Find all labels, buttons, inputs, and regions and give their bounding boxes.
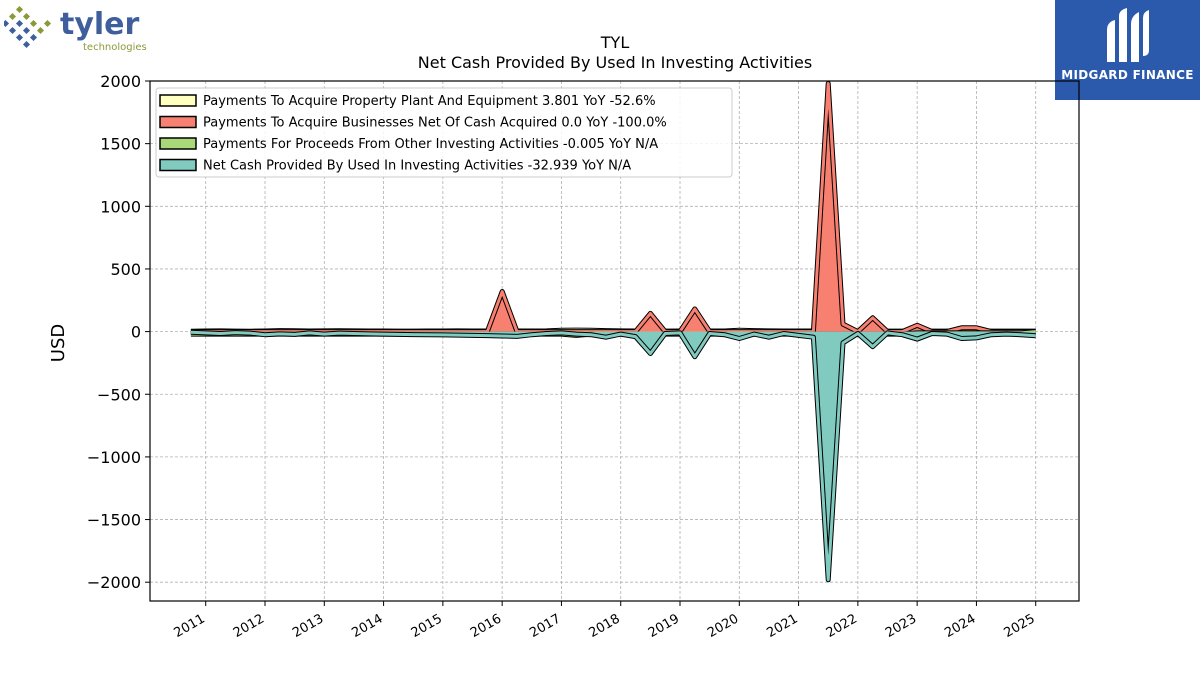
x-tick-label: 2019	[646, 611, 682, 641]
x-tick-label: 2018	[587, 611, 623, 641]
x-tick-label: 2016	[468, 611, 504, 641]
x-tick-label: 2011	[172, 611, 208, 641]
legend: Payments To Acquire Property Plant And E…	[155, 87, 733, 178]
series-outline-3	[190, 329, 1036, 583]
x-tick-label: 2014	[349, 611, 385, 641]
x-tick-label: 2023	[883, 611, 919, 641]
x-tick-label: 2021	[764, 611, 800, 641]
y-axis-label: USD	[48, 324, 69, 362]
y-tick-label: 1500	[100, 135, 141, 154]
x-tick-label: 2012	[231, 611, 267, 641]
company-logo-mark-icon: tyler technologies	[1, 5, 147, 53]
legend-label-3: Net Cash Provided By Used In Investing A…	[203, 159, 631, 174]
series-line-3	[190, 330, 1036, 582]
x-tick-label: 2022	[824, 611, 860, 641]
legend-label-1: Payments To Acquire Businesses Net Of Ca…	[203, 116, 667, 131]
series-layer	[190, 81, 1036, 583]
x-tick-label: 2020	[705, 611, 741, 641]
y-tick-label: 0	[131, 323, 141, 342]
x-axis: 2011 2012 2013 2014 2015 2016 2017 2018 2019 2020…	[172, 601, 1038, 641]
y-tick-label: −1000	[87, 448, 141, 467]
y-axis: −2000 −1500 −1000 −500 0 500 1000 1500 2000	[87, 72, 150, 592]
x-tick-label: 2025	[1002, 611, 1038, 641]
series-area-3	[190, 331, 1036, 580]
legend-swatch-1	[159, 115, 197, 129]
legend-label-2: Payments For Proceeds From Other Investi…	[203, 137, 658, 152]
brand-logo-text: MIDGARD FINANCE	[1061, 68, 1194, 82]
y-tick-label: 2000	[100, 72, 141, 91]
legend-box	[155, 87, 733, 178]
series-area-1	[190, 83, 1036, 332]
x-tick-label: 2015	[409, 611, 445, 641]
chart-title: TYL	[600, 33, 630, 52]
company-logo-text: tyler	[60, 7, 140, 42]
brand-logo: MIDGARD FINANCE	[1055, 0, 1200, 100]
y-tick-label: −1500	[87, 511, 141, 530]
x-tick-label: 2017	[527, 611, 563, 641]
y-tick-label: 500	[110, 260, 141, 279]
x-tick-label: 2024	[942, 611, 978, 641]
y-tick-label: −500	[97, 385, 141, 404]
legend-label-0: Payments To Acquire Property Plant And E…	[203, 94, 656, 109]
legend-swatch-3	[159, 158, 197, 172]
y-tick-label: 1000	[100, 197, 141, 216]
company-logo: tyler technologies	[1, 4, 154, 54]
brand-logo-mark-icon	[1107, 8, 1149, 62]
x-tick-label: 2013	[290, 611, 326, 641]
y-tick-label: −2000	[87, 573, 141, 592]
plot-frame	[149, 80, 1080, 602]
company-logo-subtext: technologies	[83, 42, 147, 53]
legend-swatch-0	[159, 94, 197, 107]
legend-swatch-2	[159, 137, 197, 150]
chart-subtitle: Net Cash Provided By Used In Investing A…	[418, 53, 812, 72]
